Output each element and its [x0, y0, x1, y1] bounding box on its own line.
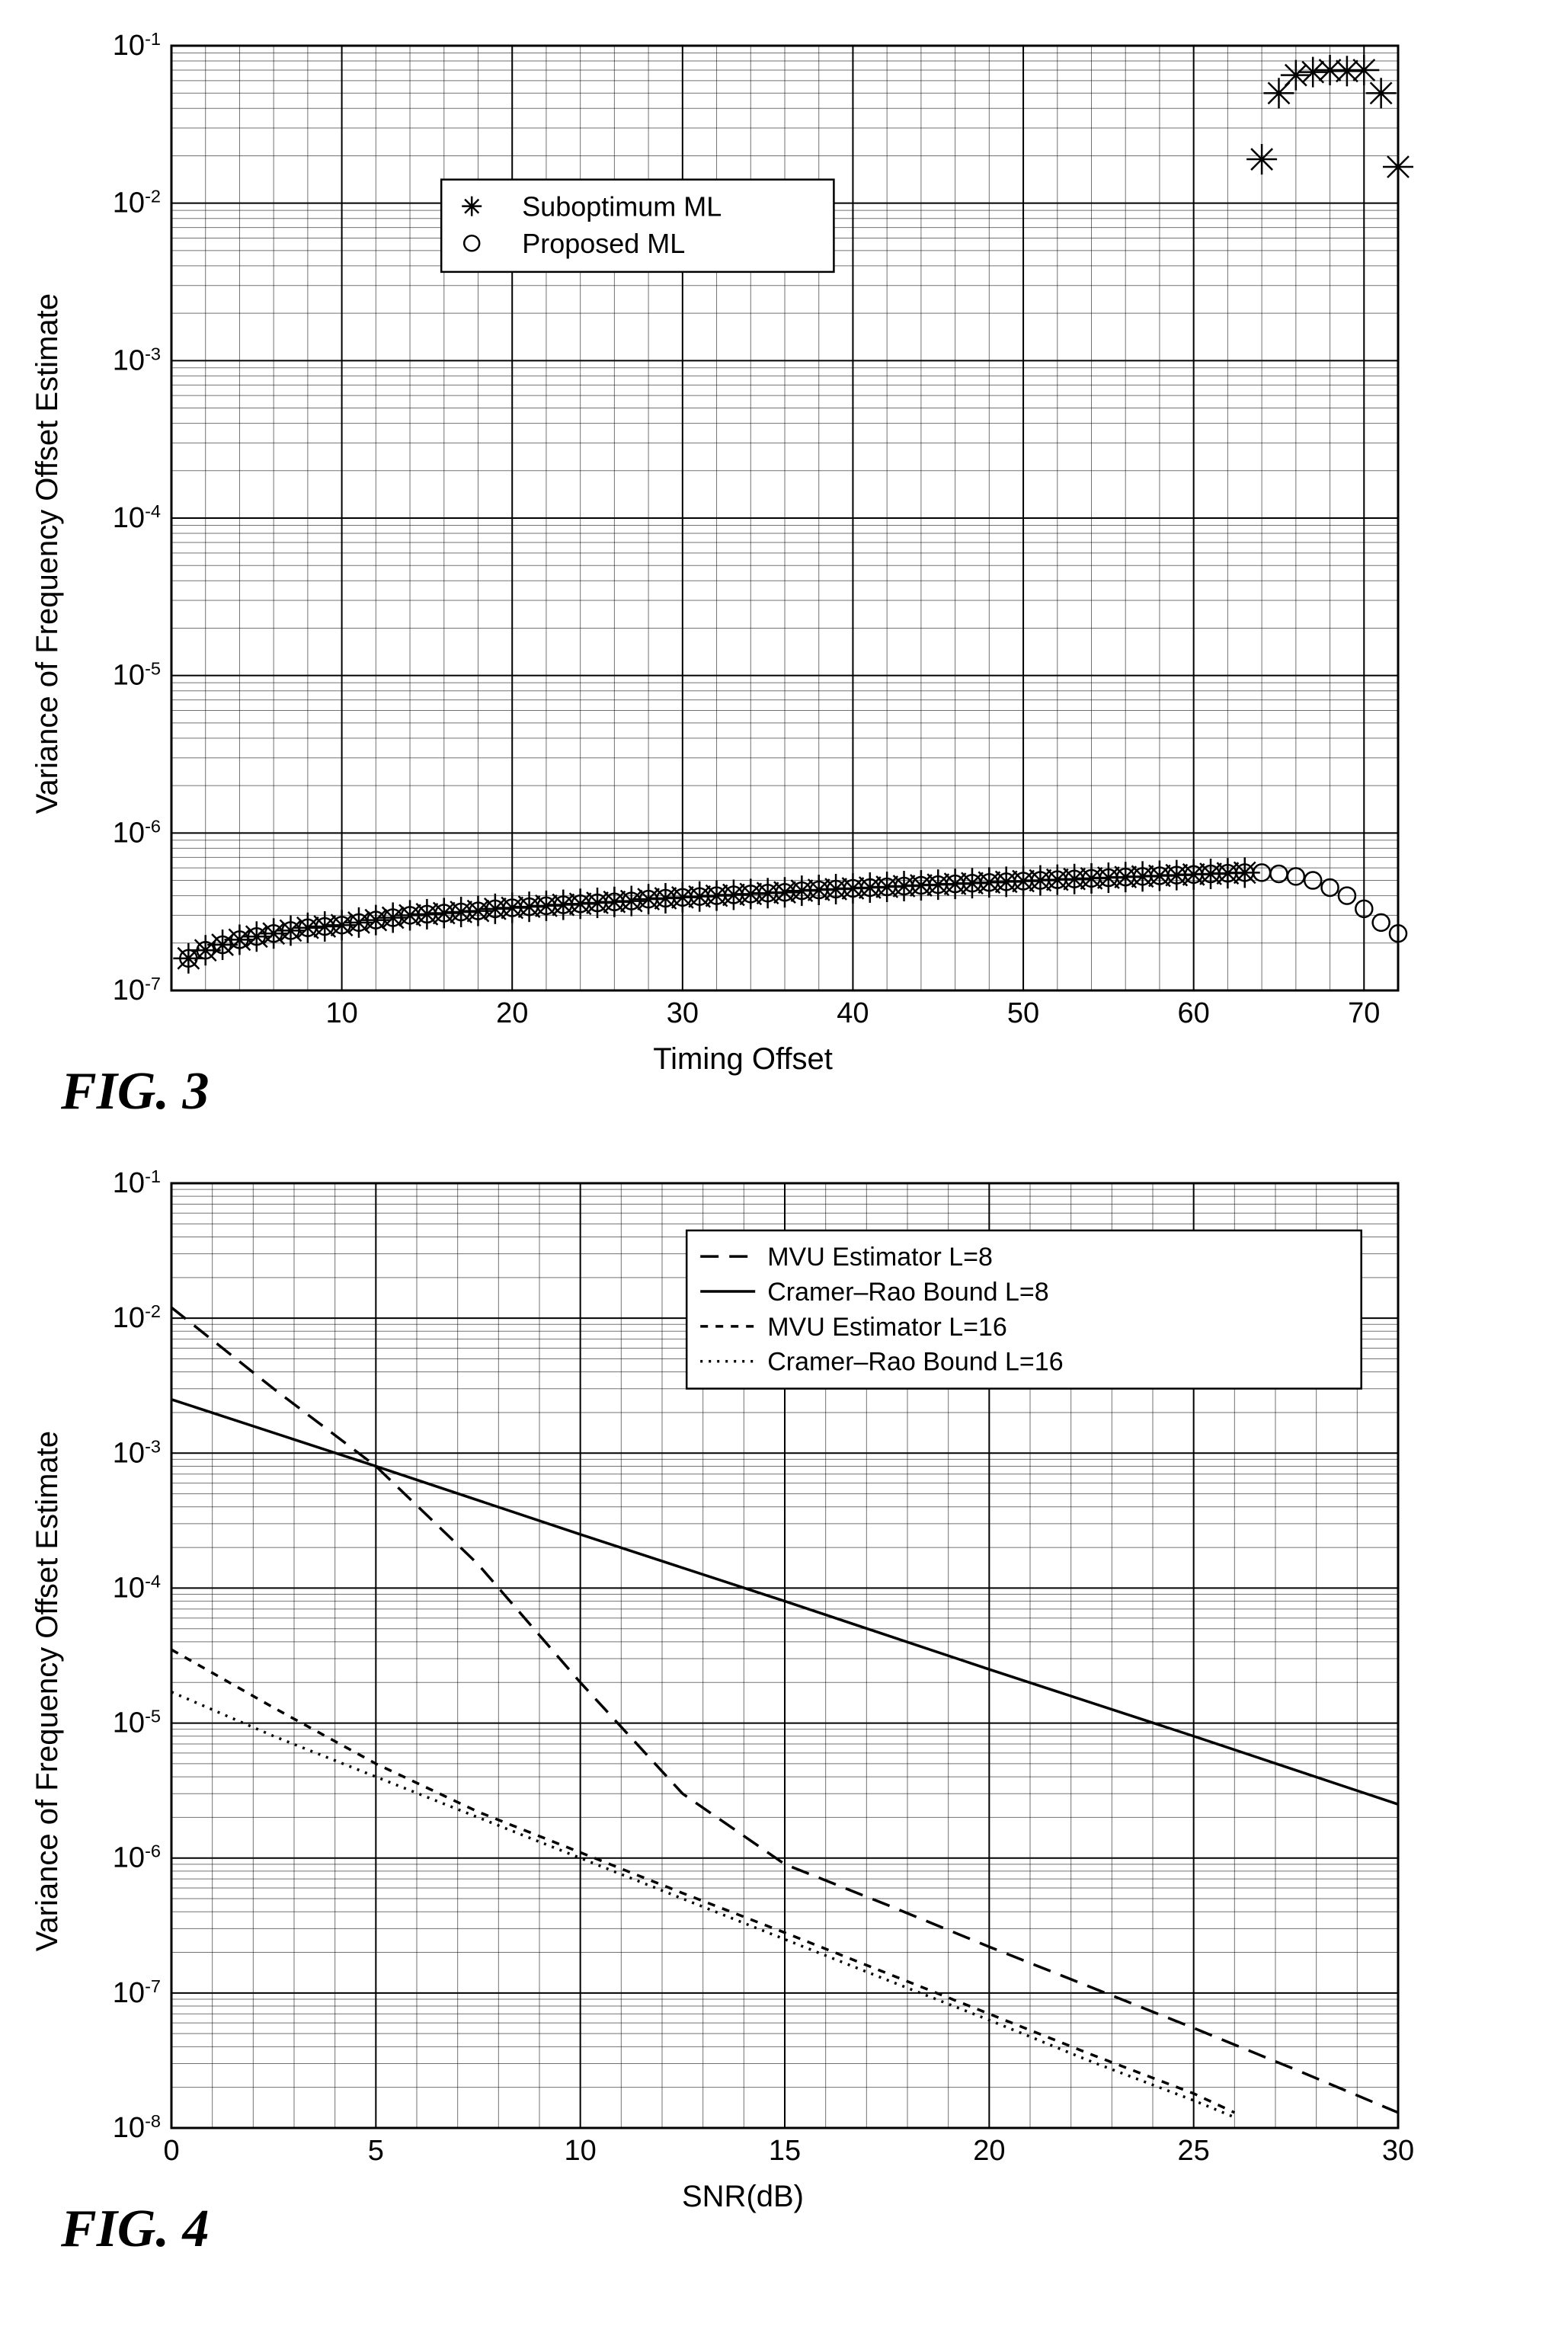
svg-text:50: 50 — [1007, 997, 1039, 1029]
figure-3: Variance of Frequency Offset Estimate 10… — [30, 30, 1538, 1122]
svg-text:Suboptimum ML: Suboptimum ML — [522, 190, 722, 222]
svg-text:10-3: 10-3 — [113, 344, 161, 376]
svg-text:Cramer–Rao Bound L=8: Cramer–Rao Bound L=8 — [767, 1278, 1049, 1307]
svg-text:10-5: 10-5 — [113, 1707, 161, 1739]
svg-text:30: 30 — [667, 997, 699, 1029]
fig3-plot: 10 20 30 40 50 60 70 10-1 10-2 10-3 10-4 10-5 10-6 10… — [72, 30, 1413, 1036]
svg-text:10: 10 — [565, 2135, 597, 2167]
svg-text:10-3: 10-3 — [113, 1436, 161, 1469]
svg-text:10-2: 10-2 — [113, 1301, 161, 1334]
fig4-ylabel: Variance of Frequency Offset Estimate — [30, 1431, 65, 1951]
svg-text:70: 70 — [1348, 997, 1380, 1029]
svg-text:Cramer–Rao Bound L=16: Cramer–Rao Bound L=16 — [767, 1348, 1063, 1377]
svg-text:MVU Estimator L=16: MVU Estimator L=16 — [767, 1313, 1007, 1342]
svg-text:10-7: 10-7 — [113, 974, 161, 1006]
svg-text:Proposed ML: Proposed ML — [522, 228, 685, 259]
svg-text:15: 15 — [769, 2135, 801, 2167]
svg-text:30: 30 — [1382, 2135, 1413, 2167]
svg-text:10: 10 — [325, 997, 357, 1029]
svg-text:25: 25 — [1178, 2135, 1210, 2167]
svg-text:10-8: 10-8 — [113, 2111, 161, 2144]
figure-4: Variance of Frequency Offset Estimate 0 5… — [30, 1168, 1538, 2260]
fig3-xlabel: Timing Offset — [653, 1042, 833, 1077]
svg-text:10-6: 10-6 — [113, 1841, 161, 1874]
fig4-xlabel: SNR(dB) — [682, 2180, 804, 2214]
svg-text:10-1: 10-1 — [113, 30, 161, 62]
svg-text:20: 20 — [973, 2135, 1005, 2167]
svg-text:40: 40 — [837, 997, 869, 1029]
svg-text:5: 5 — [368, 2135, 384, 2167]
svg-text:10-4: 10-4 — [113, 501, 161, 534]
svg-text:0: 0 — [163, 2135, 179, 2167]
svg-text:10-7: 10-7 — [113, 1976, 161, 2009]
svg-text:10-5: 10-5 — [113, 659, 161, 692]
svg-text:10-2: 10-2 — [113, 187, 161, 219]
fig3-ylabel: Variance of Frequency Offset Estimate — [30, 293, 65, 814]
svg-text:10-4: 10-4 — [113, 1571, 161, 1604]
fig4-plot: 0 5 10 15 20 25 30 10-1 10-2 10-3 10-4 10-5 10-6 10-7… — [72, 1168, 1413, 2174]
svg-text:10-1: 10-1 — [113, 1168, 161, 1199]
svg-text:MVU Estimator L=8: MVU Estimator L=8 — [767, 1243, 993, 1272]
svg-text:10-6: 10-6 — [113, 816, 161, 849]
svg-text:60: 60 — [1178, 997, 1210, 1029]
svg-text:20: 20 — [496, 997, 528, 1029]
